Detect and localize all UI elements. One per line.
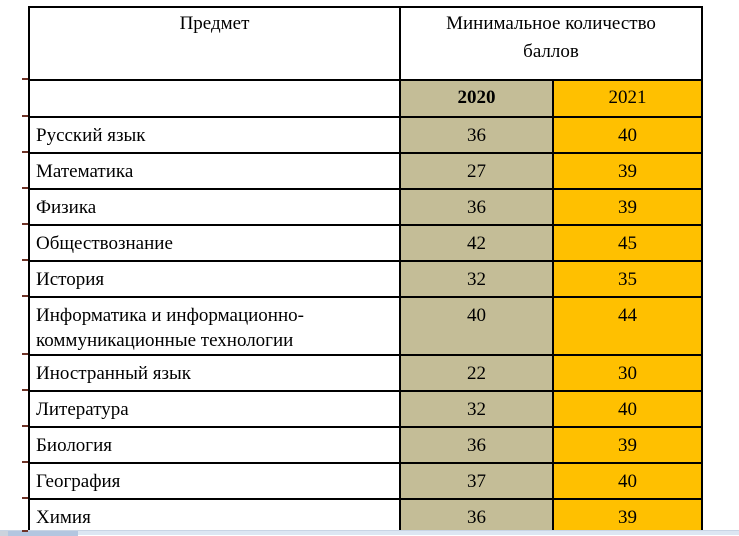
- score-2021-cell: 39: [551, 426, 704, 464]
- score-2021-cell: 39: [551, 498, 704, 533]
- score-2021-cell: 45: [551, 224, 704, 262]
- row-border-tick: [22, 115, 28, 117]
- score-2021-cell: 40: [551, 462, 704, 500]
- table-year-row: 2020 2021: [28, 79, 704, 118]
- min-score-header-line2: баллов: [523, 41, 579, 62]
- score-2020-cell: 32: [399, 390, 554, 428]
- table-row: Обществознание 42 45: [28, 224, 704, 262]
- table-row: Математика 27 39: [28, 152, 704, 190]
- score-2020-cell: 42: [399, 224, 554, 262]
- score-2020-cell: 36: [399, 498, 554, 533]
- min-score-header-line1: Минимальное количество: [446, 13, 656, 34]
- table-row: География 37 40: [28, 462, 704, 500]
- score-2021-cell: 44: [551, 296, 704, 356]
- score-2020-cell: 37: [399, 462, 554, 500]
- year-header-2021: 2021: [551, 79, 704, 118]
- table-row: Информатика и информационно-коммуникацио…: [28, 296, 704, 356]
- score-2021-cell: 39: [551, 152, 704, 190]
- score-2021-cell: 40: [551, 116, 704, 154]
- score-2020-cell: 36: [399, 116, 554, 154]
- scrollbar-corner: [0, 531, 8, 536]
- column-header-subject: Предмет: [28, 6, 401, 81]
- row-border-tick: [22, 461, 28, 463]
- table-row: Литература 32 40: [28, 390, 704, 428]
- table-row: История 32 35: [28, 260, 704, 298]
- table-row: Биология 36 39: [28, 426, 704, 464]
- min-scores-table: Предмет Минимальное количество баллов 20…: [28, 6, 704, 533]
- score-2021-cell: 40: [551, 390, 704, 428]
- table-row: Иностранный язык 22 30: [28, 354, 704, 392]
- horizontal-scrollbar[interactable]: [0, 530, 739, 536]
- row-border-tick: [22, 389, 28, 391]
- table-row: Физика 36 39: [28, 188, 704, 226]
- score-2020-cell: 36: [399, 188, 554, 226]
- subject-cell: Иностранный язык: [28, 354, 401, 392]
- subject-cell: География: [28, 462, 401, 500]
- subject-cell: Русский язык: [28, 116, 401, 154]
- score-2021-cell: 30: [551, 354, 704, 392]
- row-border-tick: [22, 78, 28, 80]
- subject-cell: Информатика и информационно-коммуникацио…: [28, 296, 401, 356]
- row-border-tick: [22, 295, 28, 297]
- subject-cell: Физика: [28, 188, 401, 226]
- empty-cell: [28, 79, 401, 118]
- row-border-tick: [22, 530, 28, 532]
- row-border-tick: [22, 425, 28, 427]
- subject-cell: Литература: [28, 390, 401, 428]
- table-header-row: Предмет Минимальное количество баллов: [28, 6, 704, 81]
- score-2020-cell: 36: [399, 426, 554, 464]
- score-2021-cell: 39: [551, 188, 704, 226]
- subject-cell: История: [28, 260, 401, 298]
- score-2021-cell: 35: [551, 260, 704, 298]
- subject-cell: Биология: [28, 426, 401, 464]
- score-2020-cell: 22: [399, 354, 554, 392]
- table-row: Химия 36 39: [28, 498, 704, 533]
- row-border-tick: [22, 223, 28, 225]
- horizontal-scrollbar-thumb[interactable]: [8, 531, 78, 536]
- row-border-tick: [22, 497, 28, 499]
- table-row: Русский язык 36 40: [28, 116, 704, 154]
- row-border-tick: [22, 151, 28, 153]
- score-2020-cell: 27: [399, 152, 554, 190]
- column-header-min-score: Минимальное количество баллов: [398, 6, 704, 81]
- subject-cell: Математика: [28, 152, 401, 190]
- year-header-2020: 2020: [399, 79, 554, 118]
- row-border-tick: [22, 259, 28, 261]
- score-2020-cell: 40: [399, 296, 554, 356]
- row-border-tick: [22, 187, 28, 189]
- subject-cell: Химия: [28, 498, 401, 533]
- score-2020-cell: 32: [399, 260, 554, 298]
- row-border-tick: [22, 353, 28, 355]
- subject-cell: Обществознание: [28, 224, 401, 262]
